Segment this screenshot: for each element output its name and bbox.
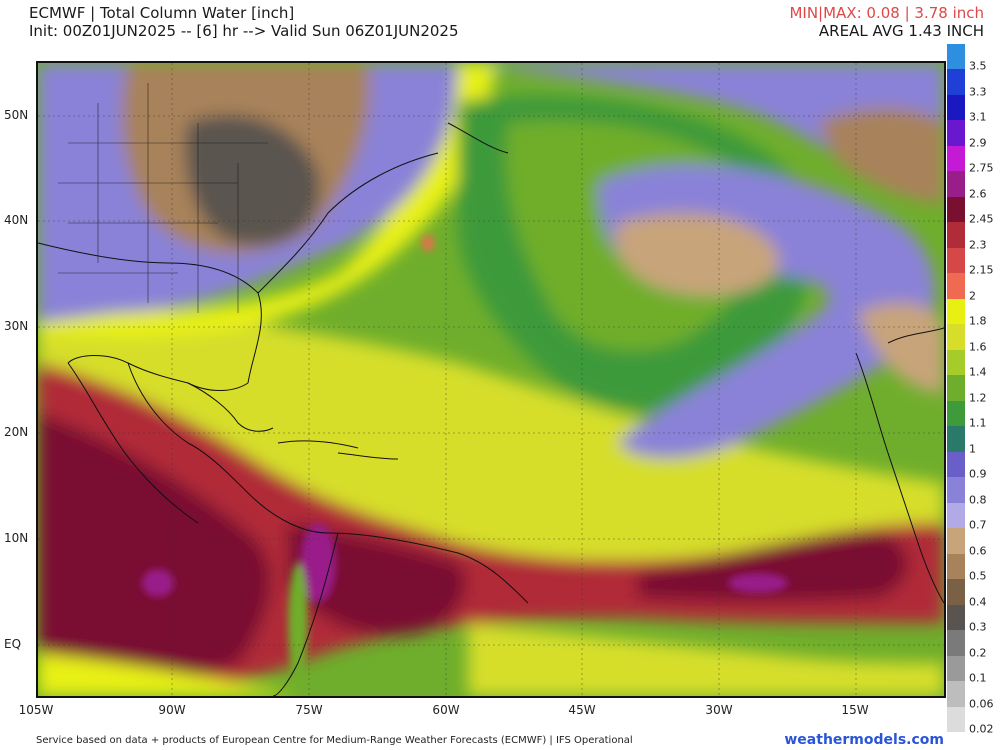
colorbar-label: 2.9 xyxy=(969,136,987,150)
colorbar-label: 1.2 xyxy=(969,391,987,405)
lon-label-105w: 105W xyxy=(18,703,54,717)
colorbar-swatch xyxy=(947,579,965,605)
colorbar-swatch xyxy=(947,94,965,121)
colorbar-swatch xyxy=(947,477,965,503)
brand-link[interactable]: weathermodels.com xyxy=(784,732,944,748)
colorbar-swatch xyxy=(947,400,965,427)
lon-label-30w: 30W xyxy=(705,703,733,717)
colorbar-label: 0.02 xyxy=(969,722,994,736)
colorbar-swatch xyxy=(947,553,965,580)
colorbar-label: 0.3 xyxy=(969,620,987,634)
lat-label-20n: 20N xyxy=(4,425,29,439)
colorbar-label: 3.1 xyxy=(969,110,987,124)
lon-label-90w: 90W xyxy=(158,703,186,717)
colorbar-label: 2 xyxy=(969,289,976,303)
colorbar-label: 2.75 xyxy=(969,161,994,175)
colorbar-swatch xyxy=(947,706,965,733)
colorbar-swatch xyxy=(947,196,965,223)
lon-label-45w: 45W xyxy=(568,703,596,717)
chart-title: ECMWF | Total Column Water [inch] Init: … xyxy=(29,4,459,40)
colorbar-swatch xyxy=(947,426,965,452)
lat-label-10n: 10N xyxy=(4,531,29,545)
colorbar-label: 3.5 xyxy=(969,59,987,73)
lon-label-15w: 15W xyxy=(841,703,869,717)
colorbar-swatch xyxy=(947,655,965,682)
colorbar-swatch xyxy=(947,502,965,529)
colorbar-label: 0.9 xyxy=(969,467,987,481)
coastlines xyxy=(38,122,944,696)
colorbar-label: 2.6 xyxy=(969,187,987,201)
colorbar-label: 1.1 xyxy=(969,416,987,430)
areal-average-label: AREAL AVG 1.43 INCH xyxy=(818,22,984,40)
colorbar-swatch xyxy=(947,349,965,376)
colorbar-swatch xyxy=(947,222,965,248)
colorbar-label: 0.8 xyxy=(969,493,987,507)
state-borders xyxy=(58,83,268,313)
colorbar-swatch xyxy=(947,273,965,299)
colorbar-swatch xyxy=(947,247,965,274)
colorbar-label: 0.5 xyxy=(969,569,987,583)
lon-label-75w: 75W xyxy=(295,703,323,717)
colorbar-swatch xyxy=(947,171,965,197)
colorbar-swatch xyxy=(947,324,965,350)
colorbar-swatch xyxy=(947,298,965,325)
colorbar-label: 3.3 xyxy=(969,85,987,99)
colorbar-label: 1 xyxy=(969,442,976,456)
colorbar-swatch xyxy=(947,145,965,172)
colorbar-swatch xyxy=(947,528,965,554)
colorbar-label: 0.06 xyxy=(969,697,994,711)
colorbar-swatch xyxy=(947,604,965,631)
colorbar-swatch xyxy=(947,44,965,70)
lat-label-eq: EQ xyxy=(4,637,22,651)
colorbar-label: 0.6 xyxy=(969,544,987,558)
colorbar-swatch xyxy=(947,120,965,146)
graticule xyxy=(38,63,944,696)
lat-label-40n: 40N xyxy=(4,213,29,227)
colorbar-label: 1.8 xyxy=(969,314,987,328)
colorbar-swatch xyxy=(947,630,965,656)
colorbar-label: 2.45 xyxy=(969,212,994,226)
footer-credit: Service based on data + products of Euro… xyxy=(36,735,633,746)
colorbar-swatch xyxy=(947,69,965,95)
map-panel[interactable] xyxy=(36,61,946,698)
stats-block: MIN|MAX: 0.08 | 3.78 inch AREAL AVG 1.43… xyxy=(789,4,984,40)
colorbar-label: 1.6 xyxy=(969,340,987,354)
min-max-label: MIN|MAX: 0.08 | 3.78 inch xyxy=(789,4,984,22)
colorbar-label: 0.2 xyxy=(969,646,987,660)
title-line-2: Init: 00Z01JUN2025 -- [6] hr --> Valid S… xyxy=(29,22,459,40)
lat-label-30n: 30N xyxy=(4,319,29,333)
colorbar xyxy=(947,44,965,733)
title-line-1: ECMWF | Total Column Water [inch] xyxy=(29,4,295,22)
colorbar-label: 0.4 xyxy=(969,595,987,609)
colorbar-label: 0.1 xyxy=(969,671,987,685)
colorbar-label: 0.7 xyxy=(969,518,987,532)
colorbar-swatch xyxy=(947,375,965,401)
water-vapor-field xyxy=(38,63,944,696)
colorbar-labels: 3.5 3.3 3.1 2.9 2.75 2.6 2.45 2.3 2.15 2 1.8 1.6 1.4… xyxy=(969,44,999,736)
colorbar-label: 2.15 xyxy=(969,263,994,277)
lon-label-60w: 60W xyxy=(432,703,460,717)
colorbar-label: 1.4 xyxy=(969,365,987,379)
colorbar-label: 2.3 xyxy=(969,238,987,252)
colorbar-swatch xyxy=(947,451,965,478)
colorbar-swatch xyxy=(947,681,965,707)
lat-label-50n: 50N xyxy=(4,108,29,122)
